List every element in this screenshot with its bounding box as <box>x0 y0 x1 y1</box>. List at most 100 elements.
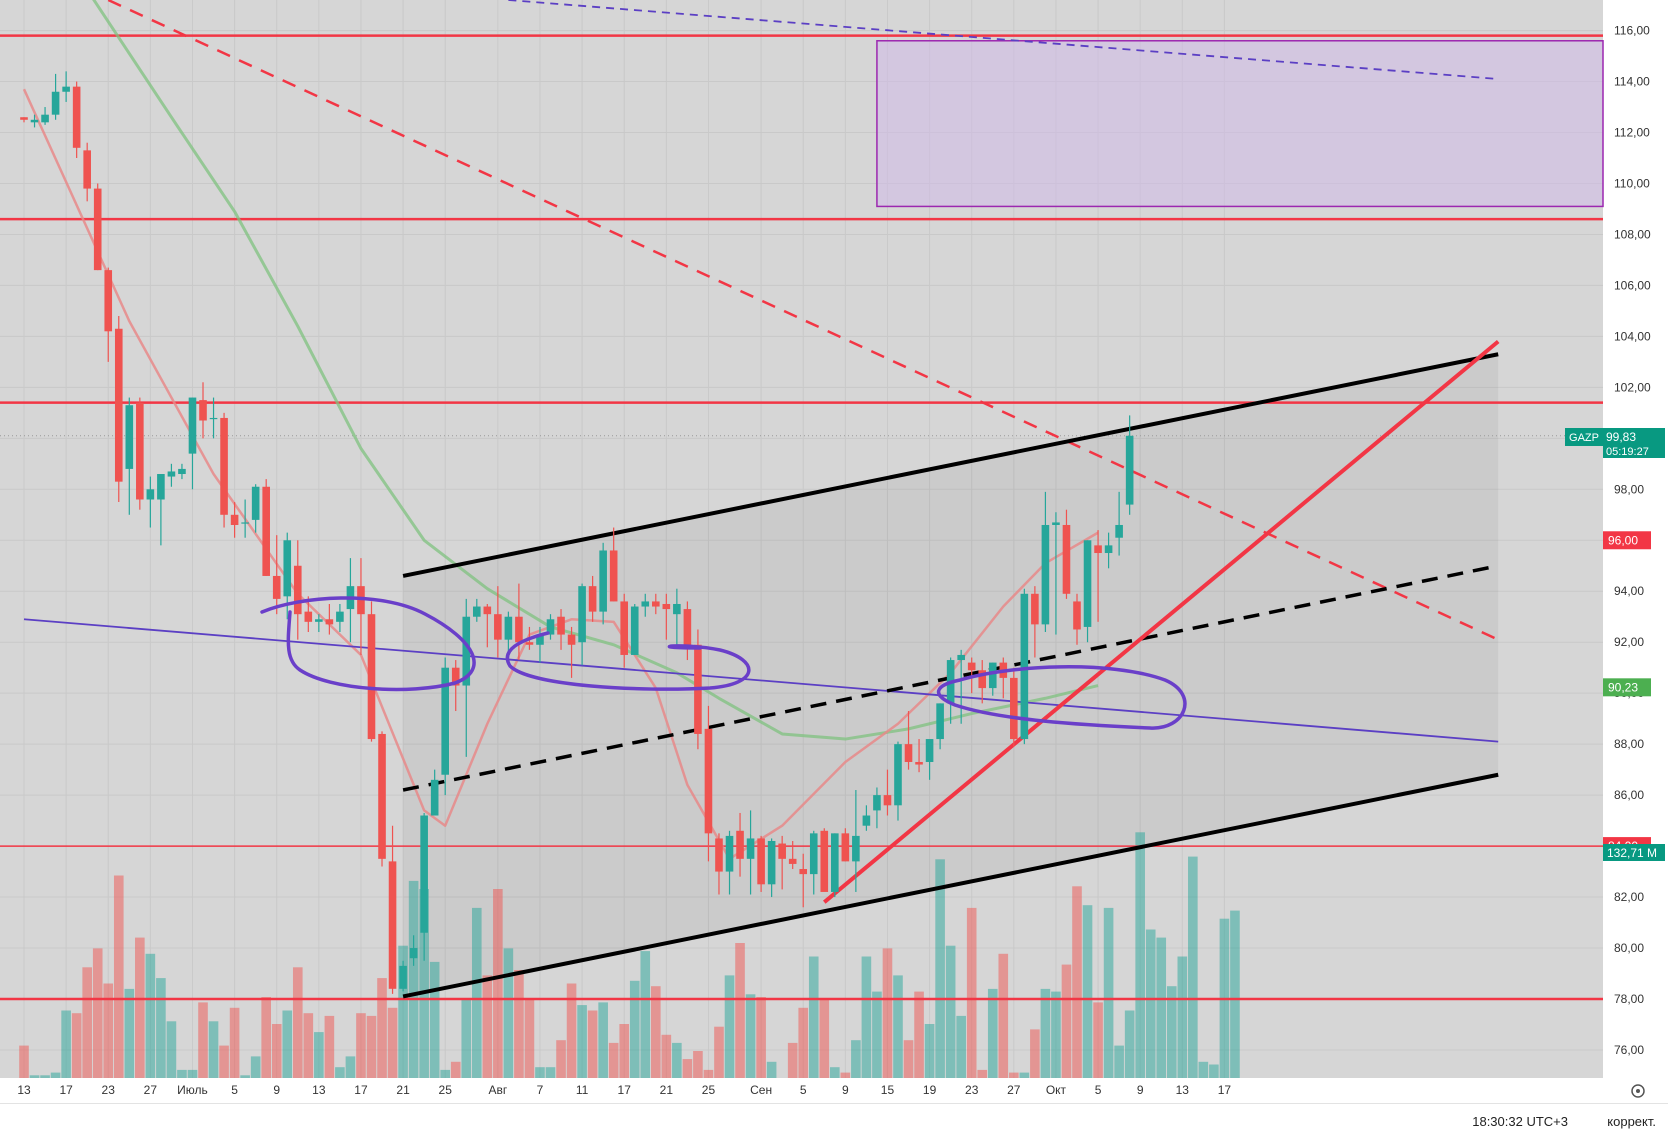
blue-dashed-trendline[interactable] <box>508 0 1499 80</box>
channel-lower-line[interactable] <box>402 772 1499 999</box>
candle-35 <box>388 825 397 994</box>
candle-9 <box>114 316 123 503</box>
date-tick-15: 21 <box>660 1083 674 1097</box>
volume-bar-0 <box>19 1045 29 1078</box>
price-tick-13: 102,00 <box>1614 380 1651 394</box>
time-axis-labels: 13 17 23 27 Июль 5 9 13 17 21 25 Авг 7 11 17 21 25 Сен 5 9 1… <box>17 1083 1231 1097</box>
candle-body-48 <box>525 642 534 645</box>
candle-23 <box>262 479 270 576</box>
candle-body-73 <box>788 858 797 864</box>
candle-51 <box>557 609 565 650</box>
volume-bar-36 <box>398 945 408 1078</box>
candle-body-7 <box>93 188 102 271</box>
candle-6 <box>83 142 91 202</box>
volume-bar-23 <box>261 997 271 1078</box>
candle-body-12 <box>146 489 155 500</box>
candle-body-27 <box>304 611 313 622</box>
candle-body-102 <box>1094 545 1102 554</box>
candles <box>20 71 1134 994</box>
clock[interactable]: 18:30:32 UTC+3 <box>1472 1114 1568 1129</box>
channel-upper-line[interactable] <box>402 352 1499 578</box>
candle-body-56 <box>609 550 618 602</box>
volume-bar-49 <box>535 1067 545 1078</box>
volume-bar-86 <box>924 1024 935 1078</box>
target-zone[interactable] <box>876 40 1604 208</box>
date-tick-5: 5 <box>231 1083 238 1097</box>
price-tick-1: 78,00 <box>1614 992 1644 1006</box>
candle-83 <box>894 741 902 821</box>
volume-bar-74 <box>798 1007 809 1078</box>
candle-body-100 <box>1073 601 1081 630</box>
candle-body-54 <box>588 586 597 612</box>
volume-bar-53 <box>577 1005 587 1078</box>
volume-bar-9 <box>113 875 124 1078</box>
candle-103 <box>1104 532 1113 569</box>
red-support-trendline[interactable] <box>823 339 1500 904</box>
volume-bar-73 <box>787 1042 798 1078</box>
volume-bar-3 <box>50 1072 61 1078</box>
candle-body-104 <box>1115 524 1123 538</box>
volume-bar-13 <box>156 978 166 1078</box>
candle-body-2 <box>41 114 49 123</box>
candle-body-82 <box>883 795 892 806</box>
candle-19 <box>220 412 228 528</box>
candle-body-15 <box>178 468 186 475</box>
candle-body-95 <box>1020 593 1029 740</box>
candle-96 <box>1031 586 1039 658</box>
target-zone-rect[interactable] <box>876 40 1604 208</box>
volume-bar-70 <box>756 997 766 1078</box>
volume-bar-40 <box>440 1069 450 1078</box>
ticker-badge: GAZP 99,83 05:19:27 <box>1565 428 1665 458</box>
candle-78 <box>841 828 850 862</box>
candle-18 <box>209 397 218 439</box>
ellipse-drawing-2[interactable] <box>505 631 751 691</box>
price-tick-3: 82,00 <box>1614 890 1644 904</box>
volume-bar-83 <box>893 975 903 1078</box>
candle-91 <box>978 660 987 704</box>
volume-bar-45 <box>493 889 503 1078</box>
volume-value: 132,71 M <box>1607 846 1657 860</box>
price-tick-20: 116,00 <box>1614 24 1650 38</box>
candle-body-75 <box>809 833 818 875</box>
price-tick-18: 112,00 <box>1614 126 1650 140</box>
candle-body-77 <box>831 833 839 892</box>
price-tick-14: 104,00 <box>1614 329 1651 343</box>
candle-body-3 <box>51 91 60 115</box>
adjustment-toggle[interactable]: коррект. <box>1607 1114 1656 1129</box>
volume-bar-54 <box>587 1010 598 1078</box>
candle-13 <box>157 474 165 546</box>
volume-bar-112 <box>1198 1061 1209 1078</box>
candle-59 <box>641 593 650 617</box>
candle-7 <box>93 183 102 271</box>
candle-37 <box>409 935 418 966</box>
candle-3 <box>51 73 60 120</box>
time-axis-background[interactable] <box>0 1078 1668 1103</box>
candle-body-1 <box>30 119 39 123</box>
candle-70 <box>757 835 765 892</box>
candle-11 <box>136 397 144 510</box>
volume-bar-92 <box>987 988 998 1078</box>
ellipse-drawing-1[interactable] <box>260 596 476 692</box>
candle-body-61 <box>662 603 671 610</box>
date-tick-21: 19 <box>923 1083 937 1097</box>
candle-33 <box>367 601 376 742</box>
candle-body-41 <box>451 667 460 686</box>
volume-bar-37 <box>408 880 419 1078</box>
ellipse-drawing-3[interactable] <box>937 665 1187 730</box>
volume-bar-71 <box>766 1061 777 1078</box>
blue-trendline[interactable] <box>23 618 1499 743</box>
candle-body-49 <box>536 634 544 645</box>
candle-body-8 <box>104 270 113 332</box>
candle-body-26 <box>293 565 302 615</box>
volume-bar-20 <box>229 1007 240 1078</box>
hand-drawn-ellipses[interactable] <box>260 596 1187 730</box>
price-chart[interactable]: 76,0078,0080,0082,0084,0086,0088,0090,00… <box>0 0 1668 1103</box>
horizontal-levels[interactable] <box>0 34 1603 1001</box>
volume-bar-95 <box>1019 1072 1030 1078</box>
candle-body-17 <box>199 400 207 421</box>
candle-body-81 <box>873 795 881 811</box>
candle-body-45 <box>494 614 502 640</box>
candle-61 <box>662 593 671 640</box>
chart-settings-icon[interactable] <box>1631 1084 1645 1098</box>
candle-body-60 <box>652 601 660 607</box>
